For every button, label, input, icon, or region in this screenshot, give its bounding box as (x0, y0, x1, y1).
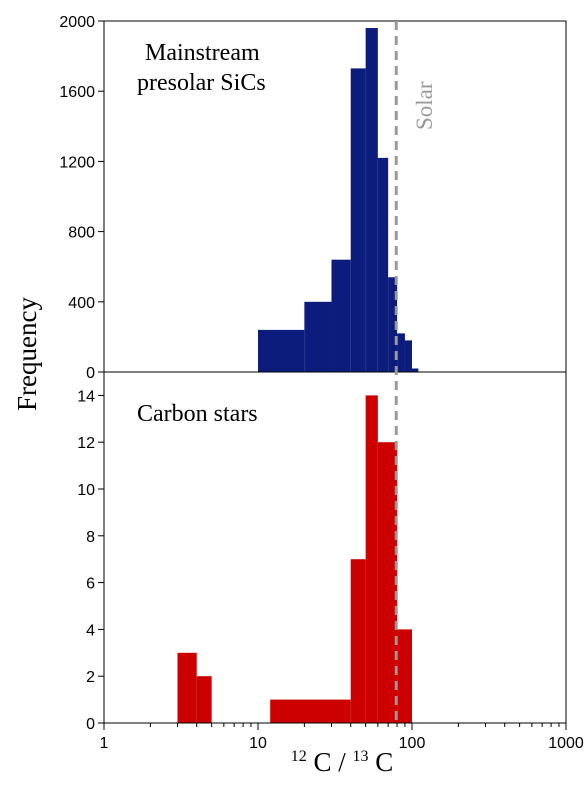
top-panel-label-line-2: presolar SiCs (137, 70, 266, 96)
bottom-panel-frame (103, 371, 567, 724)
bottom-panel-y-tick-label-3: 6 (86, 576, 95, 593)
axes (98, 20, 567, 730)
x-axis-title: 12 C / 13 C (291, 737, 394, 777)
x-axis-title-slash: / (338, 747, 346, 777)
bottom-panel-bar-3 (350, 559, 366, 723)
top-panel-bar-7 (397, 333, 405, 372)
top-panel-bar-5 (377, 157, 389, 372)
x-tick-label-0: 1 (100, 735, 109, 752)
top-panel-y-tick-label-3: 1200 (59, 154, 95, 171)
bottom-panel-bar-2 (270, 699, 351, 723)
top-panel-y-tick-label-2: 800 (68, 225, 95, 242)
solar-label: Solar (412, 81, 437, 130)
x-axis-title-c-12: C (313, 747, 331, 777)
y-axis-title: Frequency (12, 297, 42, 411)
top-panel-y-tick-label-4: 1600 (59, 84, 95, 101)
top-panel-label-line-1: Mainstream (145, 40, 260, 66)
bottom-panel-bars (177, 395, 412, 723)
top-panel-bar-0 (258, 329, 305, 372)
bottom-panel-bar-1 (196, 676, 212, 723)
x-axis-title-sup-12: 12 (291, 748, 307, 765)
bottom-panel-y-tick-label-5: 10 (77, 482, 95, 499)
bottom-panel-y-tick-label-7: 14 (77, 388, 95, 405)
bottom-panel-y-tick-label-0: 0 (86, 716, 95, 733)
bottom-panel-y-tick-label-1: 2 (86, 669, 95, 686)
top-panel-y-tick-label-1: 400 (68, 295, 95, 312)
x-axis-title-c-13: C (375, 747, 393, 777)
bottom-panel-bar-6 (397, 629, 412, 723)
x-tick-label-2: 100 (399, 735, 426, 752)
tick-labels: 0 400 800 1200 1600 2000 0 2 4 6 8 10 12 14 1 10 100 1000 (59, 14, 583, 752)
top-panel-bars (258, 28, 419, 373)
top-panel-bar-9 (412, 368, 419, 372)
x-tick-label-3: 1000 (548, 735, 584, 752)
bottom-panel-bar-5 (377, 442, 398, 723)
bottom-panel-bar-4 (365, 395, 378, 723)
top-panel-bar-3 (350, 68, 366, 372)
top-panel-bar-8 (404, 340, 412, 372)
top-panel-y-tick-label-0: 0 (86, 365, 95, 382)
bottom-panel-label: Carbon stars (137, 401, 258, 427)
top-panel-bar-6 (388, 277, 398, 372)
bottom-panel-y-tick-label-6: 12 (77, 435, 95, 452)
bottom-panel-bar-0 (177, 652, 197, 723)
x-tick-label-1: 10 (249, 735, 267, 752)
bottom-panel-y-tick-label-2: 4 (86, 622, 95, 639)
x-axis-title-sup-13: 13 (353, 748, 369, 765)
top-panel-bar-2 (331, 259, 351, 372)
bottom-panel-y-tick-label-4: 8 (86, 529, 95, 546)
top-panel-bar-1 (304, 301, 332, 372)
top-panel-bar-4 (365, 28, 378, 373)
top-panel-y-tick-label-5: 2000 (59, 14, 95, 31)
